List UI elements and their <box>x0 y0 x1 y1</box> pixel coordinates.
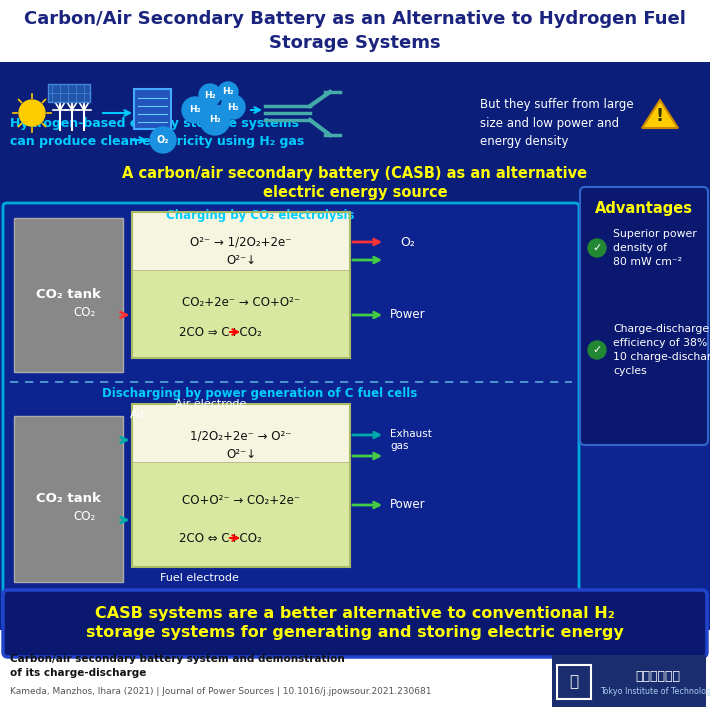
Text: Advantages: Advantages <box>595 200 693 216</box>
FancyBboxPatch shape <box>580 187 708 445</box>
Text: CO₂+2e⁻ → CO+O²⁻: CO₂+2e⁻ → CO+O²⁻ <box>182 295 300 309</box>
Circle shape <box>588 239 606 257</box>
FancyBboxPatch shape <box>14 218 123 372</box>
FancyBboxPatch shape <box>48 84 90 102</box>
Circle shape <box>182 97 208 123</box>
FancyBboxPatch shape <box>132 404 350 462</box>
Text: But they suffer from large
size and low power and
energy density: But they suffer from large size and low … <box>480 98 633 148</box>
FancyBboxPatch shape <box>132 270 350 358</box>
Text: Power: Power <box>390 498 425 511</box>
Text: Kameda, Manzhos, Ihara (2021) | Journal of Power Sources | 10.1016/j.jpowsour.20: Kameda, Manzhos, Ihara (2021) | Journal … <box>10 687 432 697</box>
Text: O²⁻↓: O²⁻↓ <box>226 253 256 266</box>
Text: 東京工業大学: 東京工業大学 <box>635 670 680 684</box>
Text: H₂: H₂ <box>222 87 234 97</box>
Text: O₂: O₂ <box>157 135 169 145</box>
FancyBboxPatch shape <box>3 590 707 657</box>
FancyBboxPatch shape <box>552 655 706 707</box>
Text: 1/2O₂+2e⁻ → O²⁻: 1/2O₂+2e⁻ → O²⁻ <box>190 430 292 442</box>
Text: ✓: ✓ <box>592 243 601 253</box>
Text: 2CO ⇒ C+CO₂: 2CO ⇒ C+CO₂ <box>179 325 261 339</box>
Text: O₂: O₂ <box>400 236 415 248</box>
Text: CO₂: CO₂ <box>74 305 96 319</box>
Text: ✓: ✓ <box>592 345 601 355</box>
Text: Fuel electrode: Fuel electrode <box>160 573 239 583</box>
Text: Carbon/Air Secondary Battery as an Alternative to Hydrogen Fuel
Storage Systems: Carbon/Air Secondary Battery as an Alter… <box>24 10 686 52</box>
Text: CO+O²⁻ → CO₂+2e⁻: CO+O²⁻ → CO₂+2e⁻ <box>182 493 300 506</box>
Text: CASB systems are a better alternative to conventional H₂
storage systems for gen: CASB systems are a better alternative to… <box>86 606 624 640</box>
Text: Air: Air <box>130 408 146 420</box>
Text: Carbon/air secondary battery system and demonstration
of its charge-discharge: Carbon/air secondary battery system and … <box>10 654 345 678</box>
Text: A carbon/air secondary battery (CASB) as an alternative
electric energy source: A carbon/air secondary battery (CASB) as… <box>122 165 588 200</box>
Circle shape <box>150 127 176 153</box>
Text: 2CO ⇔ C+CO₂: 2CO ⇔ C+CO₂ <box>179 532 261 545</box>
Polygon shape <box>642 100 678 128</box>
FancyBboxPatch shape <box>14 416 123 582</box>
Text: CO₂: CO₂ <box>74 510 96 523</box>
Text: Tokyo Institute of Technology: Tokyo Institute of Technology <box>600 687 710 697</box>
Circle shape <box>218 82 238 102</box>
Text: Discharging by power generation of C fuel cells: Discharging by power generation of C fue… <box>102 388 417 400</box>
Text: H₂: H₂ <box>227 102 239 111</box>
Text: O²⁻↓: O²⁻↓ <box>226 447 256 461</box>
Circle shape <box>199 84 221 106</box>
FancyBboxPatch shape <box>134 89 171 129</box>
Circle shape <box>588 341 606 359</box>
Text: Charging by CO₂ electrolysis: Charging by CO₂ electrolysis <box>165 209 354 222</box>
Circle shape <box>200 105 230 135</box>
Text: Charge-discharge
efficiency of 38% over
10 charge-discharge
cycles: Charge-discharge efficiency of 38% over … <box>613 324 710 376</box>
Text: Superior power
density of
80 mW cm⁻²: Superior power density of 80 mW cm⁻² <box>613 229 697 267</box>
FancyBboxPatch shape <box>3 203 579 624</box>
Text: Hydrogen-based energy storage systems
can produce clean electricity using H₂ gas: Hydrogen-based energy storage systems ca… <box>10 116 305 148</box>
FancyBboxPatch shape <box>0 652 710 710</box>
Text: Air electrode: Air electrode <box>175 399 246 409</box>
Circle shape <box>221 95 245 119</box>
Circle shape <box>19 100 45 126</box>
Text: !: ! <box>656 107 664 125</box>
FancyBboxPatch shape <box>0 0 710 62</box>
Text: O²⁻ → 1/2O₂+2e⁻: O²⁻ → 1/2O₂+2e⁻ <box>190 236 292 248</box>
FancyBboxPatch shape <box>132 462 350 567</box>
Text: Power: Power <box>390 309 425 322</box>
Text: CO₂ tank: CO₂ tank <box>36 288 100 302</box>
FancyBboxPatch shape <box>0 202 710 630</box>
Text: 大: 大 <box>569 674 579 689</box>
Text: H₂: H₂ <box>204 90 216 99</box>
FancyBboxPatch shape <box>0 163 710 202</box>
FancyBboxPatch shape <box>132 212 350 270</box>
FancyBboxPatch shape <box>0 62 710 163</box>
Text: H₂: H₂ <box>209 116 221 124</box>
Text: H₂: H₂ <box>189 106 201 114</box>
Text: CO₂ tank: CO₂ tank <box>36 493 100 506</box>
Text: Exhaust
gas: Exhaust gas <box>390 429 432 451</box>
